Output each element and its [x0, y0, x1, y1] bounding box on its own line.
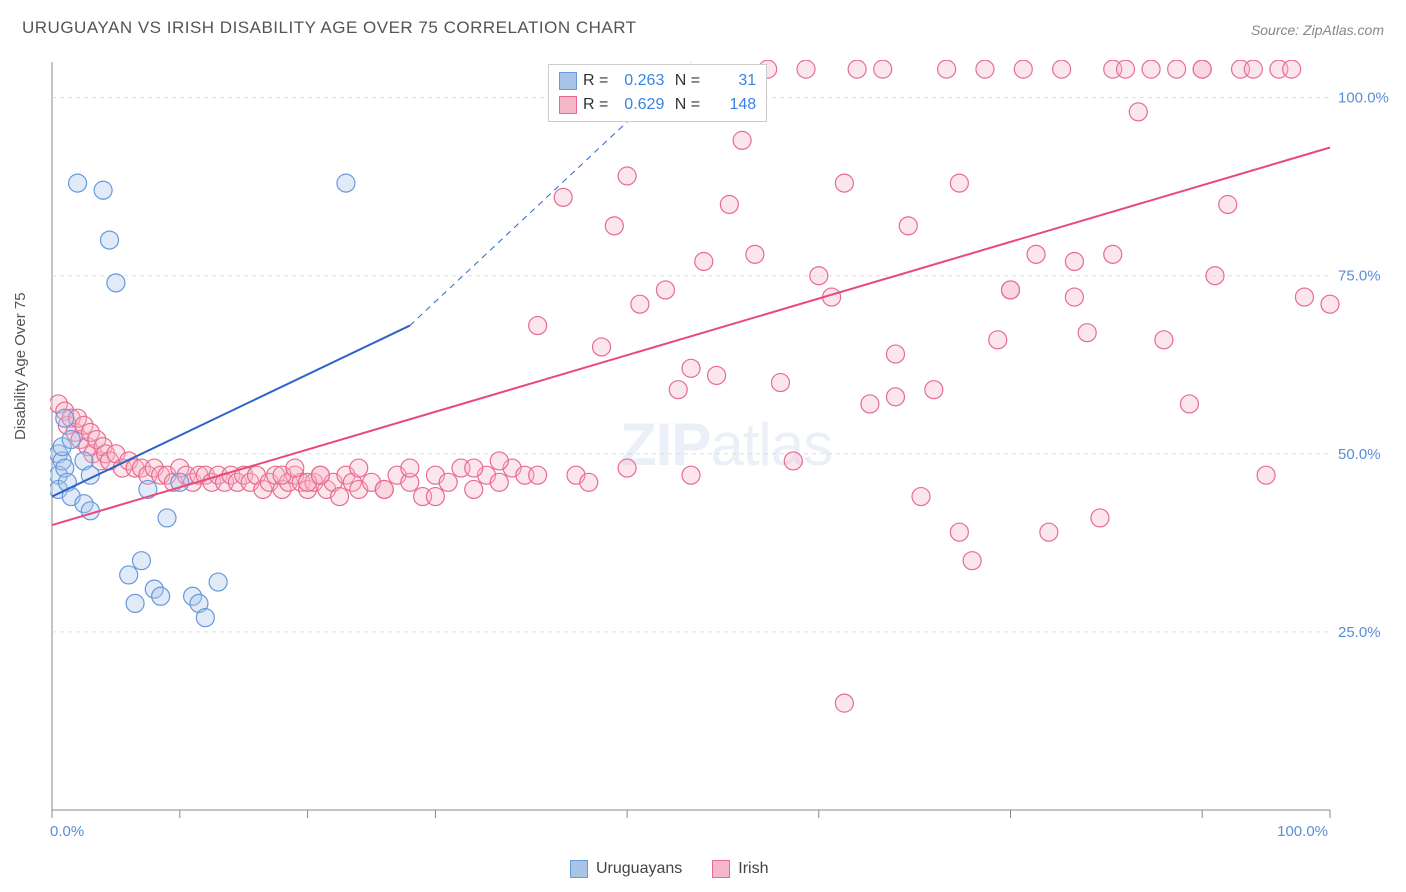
- legend-item-irish: Irish: [712, 860, 768, 878]
- svg-text:50.0%: 50.0%: [1338, 446, 1381, 463]
- correlation-legend: R = 0.263 N = 31 R = 0.629 N = 148: [548, 64, 767, 122]
- svg-text:75.0%: 75.0%: [1338, 268, 1381, 285]
- legend-item-uruguayans: Uruguayans: [570, 860, 682, 878]
- legend-r-value-irish: 0.629: [614, 96, 664, 114]
- svg-text:0.0%: 0.0%: [50, 823, 84, 840]
- legend-row-irish: R = 0.629 N = 148: [559, 93, 756, 117]
- legend-r-value-uruguayans: 0.263: [614, 72, 664, 90]
- svg-text:100.0%: 100.0%: [1338, 90, 1389, 107]
- legend-label-irish: Irish: [738, 860, 768, 878]
- plot-area: 25.0% 50.0% 75.0% 100.0% 0.0% 100.0%: [50, 60, 1390, 840]
- legend-n-label: N =: [670, 96, 700, 114]
- source-label: Source: ZipAtlas.com: [1251, 22, 1384, 38]
- chart-title: URUGUAYAN VS IRISH DISABILITY AGE OVER 7…: [22, 18, 637, 38]
- svg-text:25.0%: 25.0%: [1338, 624, 1381, 641]
- legend-label-uruguayans: Uruguayans: [596, 860, 682, 878]
- chart-container: URUGUAYAN VS IRISH DISABILITY AGE OVER 7…: [0, 0, 1406, 892]
- legend-row-uruguayans: R = 0.263 N = 31: [559, 69, 756, 93]
- plot-svg: 25.0% 50.0% 75.0% 100.0% 0.0% 100.0%: [50, 60, 1390, 840]
- legend-n-label: N =: [670, 72, 700, 90]
- legend-swatch-irish-icon: [712, 860, 730, 878]
- svg-text:100.0%: 100.0%: [1277, 823, 1328, 840]
- series-legend: Uruguayans Irish: [570, 860, 769, 878]
- legend-r-label: R =: [583, 96, 608, 114]
- legend-r-label: R =: [583, 72, 608, 90]
- y-axis-label: Disability Age Over 75: [12, 292, 29, 440]
- legend-swatch-uruguayans-icon: [570, 860, 588, 878]
- legend-n-value-uruguayans: 31: [706, 72, 756, 90]
- legend-swatch-uruguayans: [559, 72, 577, 90]
- legend-n-value-irish: 148: [706, 96, 756, 114]
- legend-swatch-irish: [559, 96, 577, 114]
